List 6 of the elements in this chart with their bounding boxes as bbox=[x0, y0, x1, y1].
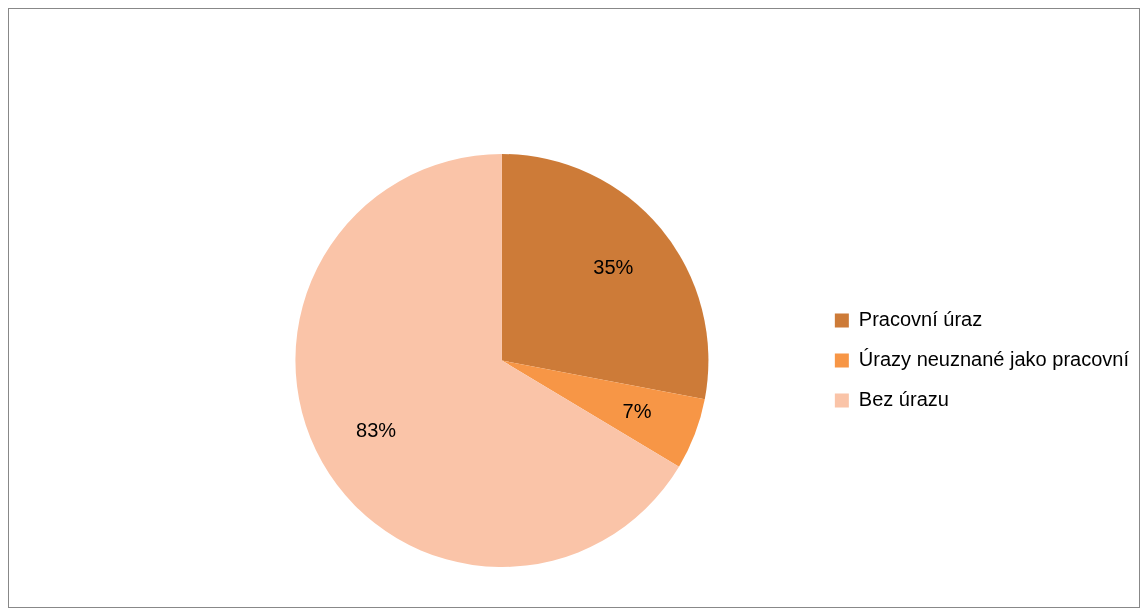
legend-label: Úrazy neuznané jako pracovní bbox=[858, 348, 1130, 371]
legend-label: Pracovní úraz bbox=[858, 308, 983, 331]
data-label: 83% bbox=[356, 419, 397, 442]
data-label: 7% bbox=[622, 399, 652, 422]
legend-label: Bez úrazu bbox=[858, 388, 949, 411]
data-label: 35% bbox=[593, 255, 634, 278]
